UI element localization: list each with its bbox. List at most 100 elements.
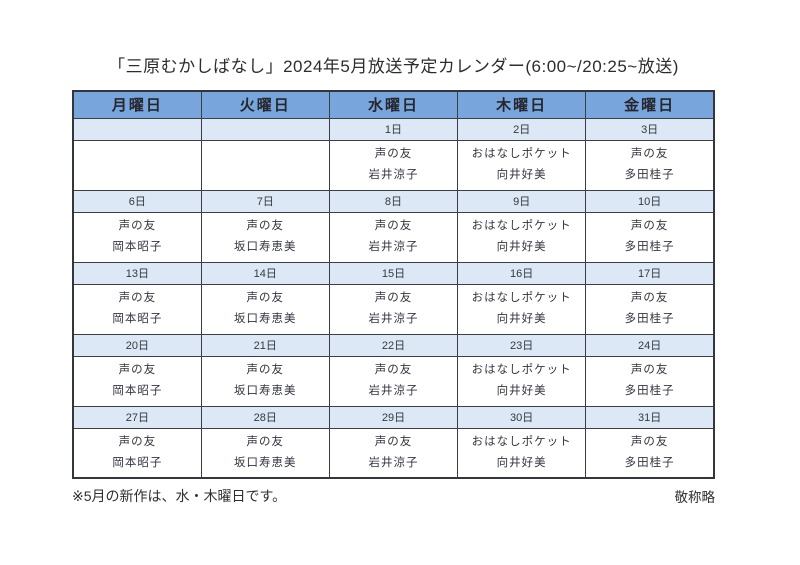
date-cell: 23日 (457, 333, 587, 357)
weekday-header: 月曜日 火曜日 水曜日 木曜日 金曜日 (72, 90, 715, 119)
date-cell: 27日 (72, 405, 202, 429)
program-cell: 声の友 坂口寿恵美 (200, 283, 330, 335)
program-performer: 向井好美 (496, 169, 547, 181)
week1-date-row: 1日 2日 3日 (72, 117, 715, 141)
program-title: 声の友 (246, 435, 285, 448)
program-title: 声の友 (630, 220, 669, 232)
program-performer: 岩井涼子 (368, 241, 419, 253)
date-cell (200, 117, 330, 141)
date-cell: 15日 (328, 261, 459, 285)
date-cell: 7日 (200, 189, 330, 213)
program-title: 声の友 (118, 364, 157, 376)
program-performer: 多田桂子 (624, 169, 675, 181)
date-cell: 2日 (457, 117, 587, 141)
program-performer: 坂口寿恵美 (234, 456, 297, 469)
program-cell: 声の友 多田桂子 (585, 139, 715, 191)
weekday-header-thursday: 木曜日 (457, 90, 587, 119)
program-cell (72, 139, 202, 191)
program-title: おはなしポケット (471, 292, 572, 304)
date-cell: 8日 (328, 189, 459, 213)
week3-program-row: 声の友 岡本昭子 声の友 坂口寿恵美 声の友 岩井涼子 おはなしポケット 向井好… (72, 283, 715, 335)
program-cell: おはなしポケット 向井好美 (457, 211, 587, 263)
program-cell: 声の友 岩井涼子 (328, 211, 459, 263)
program-cell: 声の友 岩井涼子 (328, 139, 459, 191)
weekday-header-tuesday: 火曜日 (200, 90, 330, 119)
weekday-header-row: 月曜日 火曜日 水曜日 木曜日 金曜日 (72, 90, 715, 119)
calendar-body: 1日 2日 3日 声の友 岩井涼子 おはなしポケット (72, 117, 715, 479)
program-performer: 坂口寿恵美 (234, 241, 297, 253)
program-performer: 向井好美 (496, 385, 547, 397)
program-title: おはなしポケット (471, 220, 572, 232)
program-title: 声の友 (374, 220, 413, 232)
program-performer: 向井好美 (496, 456, 547, 469)
date-cell: 29日 (328, 405, 459, 429)
program-cell: おはなしポケット 向井好美 (457, 427, 587, 479)
date-cell: 3日 (585, 117, 715, 141)
program-title: おはなしポケット (471, 435, 572, 448)
date-cell: 21日 (200, 333, 330, 357)
program-title: おはなしポケット (471, 364, 572, 376)
program-title: 声の友 (374, 292, 413, 304)
program-performer: 岡本昭子 (112, 241, 163, 253)
date-cell: 14日 (200, 261, 330, 285)
date-cell: 13日 (72, 261, 202, 285)
date-cell: 20日 (72, 333, 202, 357)
program-performer: 岩井涼子 (368, 169, 419, 181)
weekday-header-monday: 月曜日 (72, 90, 202, 119)
program-title: 声の友 (630, 435, 669, 448)
program-cell: 声の友 岩井涼子 (328, 427, 459, 479)
week4-program-row: 声の友 岡本昭子 声の友 坂口寿恵美 声の友 岩井涼子 おはなしポケット 向井好… (72, 355, 715, 407)
weekday-header-friday: 金曜日 (585, 90, 715, 119)
week3-date-row: 13日 14日 15日 16日 17日 (72, 261, 715, 285)
weekday-header-wednesday: 水曜日 (328, 90, 459, 119)
broadcast-schedule-table: 月曜日 火曜日 水曜日 木曜日 金曜日 1日 2日 3日 (72, 90, 715, 479)
program-cell: 声の友 坂口寿恵美 (200, 355, 330, 407)
honorifics-note: 敬称略 (674, 490, 716, 505)
program-performer: 岩井涼子 (368, 456, 419, 469)
date-cell: 1日 (328, 117, 459, 141)
program-cell: おはなしポケット 向井好美 (457, 283, 587, 335)
program-title: 声の友 (630, 148, 669, 160)
program-cell: おはなしポケット 向井好美 (457, 139, 587, 191)
program-performer: 岩井涼子 (368, 385, 419, 397)
program-performer: 坂口寿恵美 (234, 313, 297, 325)
program-performer: 向井好美 (496, 313, 547, 325)
program-performer: 岩井涼子 (368, 313, 419, 325)
date-cell: 10日 (585, 189, 715, 213)
program-performer: 多田桂子 (624, 385, 675, 397)
date-cell: 22日 (328, 333, 459, 357)
program-cell: 声の友 多田桂子 (585, 427, 715, 479)
program-cell (200, 139, 330, 191)
program-cell: 声の友 多田桂子 (585, 283, 715, 335)
program-cell: 声の友 岩井涼子 (328, 355, 459, 407)
program-title: おはなしポケット (471, 148, 572, 160)
program-performer: 向井好美 (496, 241, 547, 253)
date-cell (72, 117, 202, 141)
program-cell: 声の友 岡本昭子 (72, 283, 202, 335)
week4-date-row: 20日 21日 22日 23日 24日 (72, 333, 715, 357)
program-title: 声の友 (630, 364, 669, 376)
program-title: 声の友 (630, 292, 669, 304)
week2-date-row: 6日 7日 8日 9日 10日 (72, 189, 715, 213)
program-cell: 声の友 坂口寿恵美 (200, 427, 330, 479)
date-cell: 24日 (585, 333, 715, 357)
page-title: 「三原むかしばなし」2024年5月放送予定カレンダー(6:00~/20:25~放… (108, 57, 679, 76)
program-title: 声の友 (374, 435, 413, 448)
week2-program-row: 声の友 岡本昭子 声の友 坂口寿恵美 声の友 岩井涼子 おはなしポケット 向井好… (72, 211, 715, 263)
program-performer: 多田桂子 (624, 313, 675, 325)
program-cell: おはなしポケット 向井好美 (457, 355, 587, 407)
program-performer: 岡本昭子 (112, 385, 163, 397)
footer: ※5月の新作は、水・木曜日です。 敬称略 (72, 486, 715, 506)
program-title: 声の友 (374, 148, 413, 160)
week5-program-row: 声の友 岡本昭子 声の友 坂口寿恵美 声の友 岩井涼子 おはなしポケット 向井好… (72, 427, 715, 479)
program-title: 声の友 (246, 364, 285, 376)
program-cell: 声の友 多田桂子 (585, 211, 715, 263)
date-cell: 9日 (457, 189, 587, 213)
footnote-new-episodes: ※5月の新作は、水・木曜日です。 (72, 488, 287, 504)
program-title: 声の友 (246, 220, 285, 232)
date-cell: 6日 (72, 189, 202, 213)
program-cell: 声の友 岡本昭子 (72, 211, 202, 263)
program-title: 声の友 (118, 435, 157, 448)
program-title: 声の友 (246, 292, 285, 304)
program-cell: 声の友 岡本昭子 (72, 355, 202, 407)
